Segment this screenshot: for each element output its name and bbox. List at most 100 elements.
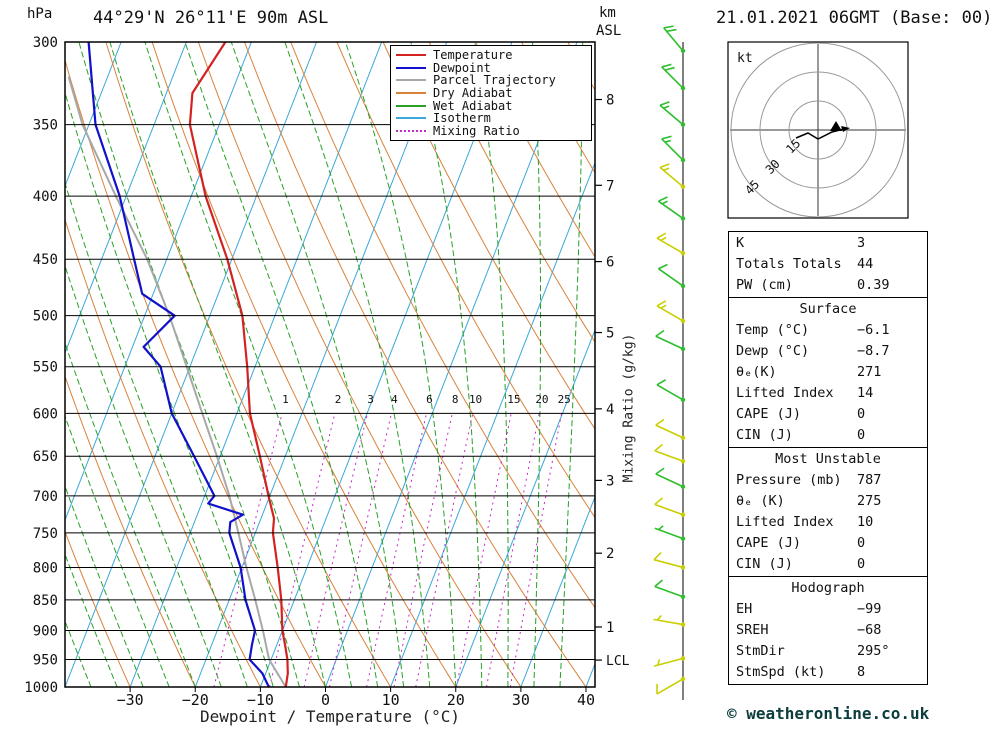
stat-label: Temp (°C) bbox=[736, 322, 810, 338]
temp-tick-label: 10 bbox=[382, 691, 400, 709]
km-tick-label: 4 bbox=[606, 402, 614, 418]
stats-section-header: Most Unstable bbox=[775, 451, 881, 467]
stats-row: Pressure (mb) 787 bbox=[729, 470, 927, 491]
temp-tick-label: 20 bbox=[447, 691, 465, 709]
hodograph-ring bbox=[759, 71, 877, 189]
stat-value: 44 bbox=[857, 256, 874, 272]
stat-value: 295° bbox=[857, 643, 890, 659]
mixing-ratio-value-label: 25 bbox=[558, 393, 571, 406]
stat-label: StmSpd (kt) bbox=[736, 664, 826, 680]
copyright: © weatheronline.co.uk bbox=[727, 704, 930, 723]
wind-barb bbox=[655, 418, 684, 439]
stat-label: Dewp (°C) bbox=[736, 343, 810, 359]
temperature-curve bbox=[188, 42, 289, 687]
stat-label: PW (cm) bbox=[736, 277, 793, 293]
mixing-ratio-value-label: 15 bbox=[507, 393, 520, 406]
stat-label: CAPE (J) bbox=[736, 406, 802, 422]
mixing-ratio-value-label: 2 bbox=[335, 393, 342, 406]
temp-tick-label: −20 bbox=[182, 691, 209, 709]
dewpoint-swatch bbox=[396, 66, 426, 69]
temperature-axis-label: Dewpoint / Temperature (°C) bbox=[199, 707, 461, 726]
km-tick-label: 1 bbox=[606, 620, 614, 636]
stat-value: −99 bbox=[857, 601, 882, 617]
stat-label: Totals Totals bbox=[736, 256, 842, 272]
isotherm-swatch bbox=[396, 117, 426, 120]
mixing-ratio-value-label: 8 bbox=[452, 393, 459, 406]
wet-adiabat-swatch bbox=[396, 104, 426, 107]
pressure-tick-label: 900 bbox=[33, 624, 58, 640]
wind-barb bbox=[656, 232, 684, 254]
legend-item: Dry Adiabat bbox=[396, 86, 586, 101]
wind-barb bbox=[659, 163, 684, 188]
temp-tick-label: −10 bbox=[247, 691, 274, 709]
pressure-tick-label: 850 bbox=[33, 593, 58, 609]
hodograph-trace-arrow bbox=[841, 126, 850, 132]
stats-section-header: Surface bbox=[799, 301, 857, 317]
temp-tick-label: 0 bbox=[321, 691, 330, 709]
mixing-ratio-swatch bbox=[396, 129, 426, 132]
stats-row: θₑ(K) 271 bbox=[729, 362, 927, 383]
wind-barb bbox=[654, 525, 684, 540]
hodograph-ring bbox=[788, 100, 848, 160]
pressure-tick-label: 550 bbox=[33, 360, 58, 376]
stat-label: K bbox=[736, 235, 745, 251]
pressure-tick-label: 500 bbox=[33, 309, 58, 325]
legend-item: Isotherm bbox=[396, 111, 586, 125]
stats-section: Hodograph EH −99 SREH −68 StmDir 295° StmSpd (k… bbox=[728, 576, 928, 685]
wind-barb bbox=[654, 443, 684, 462]
stat-label: Lifted Index bbox=[736, 385, 834, 401]
pressure-tick-label: 800 bbox=[33, 560, 58, 576]
stats-row: Temp (°C) −6.1 bbox=[729, 320, 927, 341]
stat-value: 271 bbox=[857, 364, 882, 380]
dry-adiabat-swatch bbox=[396, 92, 426, 95]
stats-row: StmSpd (kt) 8 bbox=[729, 662, 927, 683]
pressure-tick-label: 650 bbox=[33, 449, 58, 465]
km-tick-label: 3 bbox=[606, 473, 614, 489]
legend-item: Dewpoint bbox=[396, 60, 586, 75]
stat-value: 0 bbox=[857, 406, 866, 422]
stats-row: CIN (J) 0 bbox=[729, 425, 927, 446]
stat-value: 787 bbox=[857, 472, 882, 488]
km-tick-label: 7 bbox=[606, 178, 614, 194]
wind-barb bbox=[653, 552, 684, 569]
pressure-tick-label: 450 bbox=[33, 252, 58, 268]
wind-barb bbox=[655, 329, 684, 350]
mixing-ratio-value-label: 4 bbox=[391, 393, 398, 406]
km-tick-label: 2 bbox=[606, 546, 614, 562]
km-tick-label: 8 bbox=[606, 93, 614, 109]
stat-label: SREH bbox=[736, 622, 769, 638]
wind-barb bbox=[653, 614, 684, 626]
hodograph-ring bbox=[730, 42, 906, 218]
mixing-ratio-axis-label: Mixing Ratio (g/kg) bbox=[621, 333, 637, 483]
wind-barb bbox=[654, 497, 684, 516]
stat-value: −68 bbox=[857, 622, 882, 638]
legend-item-label: Temperature bbox=[433, 48, 513, 63]
stat-value: 10 bbox=[857, 514, 874, 530]
stat-label: StmDir bbox=[736, 643, 785, 659]
stat-value: 0 bbox=[857, 535, 866, 551]
temperature-swatch bbox=[396, 54, 426, 57]
hodograph bbox=[727, 41, 909, 219]
stats-row: StmDir 295° bbox=[729, 641, 927, 662]
temp-tick-label: −30 bbox=[117, 691, 144, 709]
storm-motion-marker bbox=[830, 121, 842, 131]
legend-item-label: Mixing Ratio bbox=[433, 123, 520, 138]
stat-label: Lifted Index bbox=[736, 514, 834, 530]
temp-tick-label: 30 bbox=[512, 691, 530, 709]
legend-item-label: Wet Adiabat bbox=[433, 98, 513, 113]
station-title: 44°29'N 26°11'E 90m ASL bbox=[93, 8, 329, 28]
stat-label: EH bbox=[736, 601, 753, 617]
stat-value: 8 bbox=[857, 664, 866, 680]
legend-item-label: Dewpoint bbox=[433, 60, 491, 75]
wind-barb bbox=[661, 63, 684, 89]
pressure-tick-label: 400 bbox=[33, 189, 58, 205]
legend: Temperature Dewpoint Parcel Trajectory Dry … bbox=[390, 45, 592, 142]
stat-label: CIN (J) bbox=[736, 427, 793, 443]
legend-item-label: Dry Adiabat bbox=[433, 86, 513, 101]
mixing-ratio-value-label: 10 bbox=[469, 393, 482, 406]
stats-section: Surface Temp (°C) −6.1 Dewp (°C) −8.7 θₑ(K) 27… bbox=[728, 297, 928, 448]
wind-barb bbox=[656, 678, 684, 695]
pressure-tick-label: 350 bbox=[33, 118, 58, 134]
